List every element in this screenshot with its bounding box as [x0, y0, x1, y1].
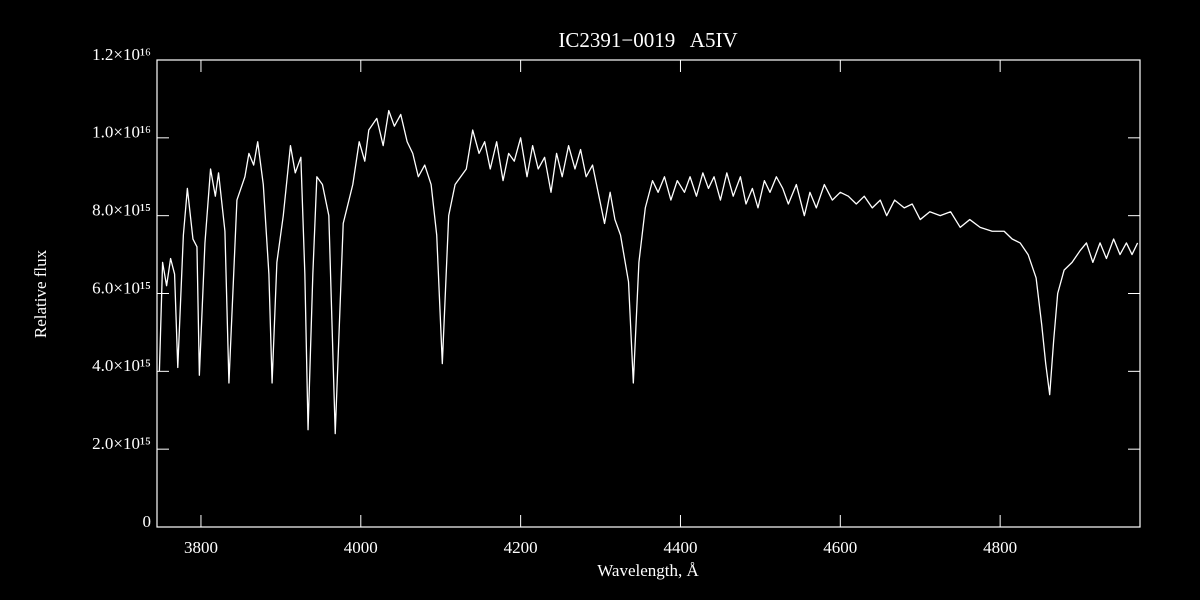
x-tick-label: 3800: [184, 538, 218, 557]
x-tick-label: 4200: [504, 538, 538, 557]
y-tick-label: 0: [143, 512, 152, 531]
y-tick-label: 1.0×10¹⁶: [92, 123, 151, 142]
x-tick-label: 4000: [344, 538, 378, 557]
chart-title: IC2391−0019 A5IV: [558, 28, 737, 52]
y-tick-label: 6.0×10¹⁵: [92, 278, 151, 297]
y-tick-label: 8.0×10¹⁵: [92, 201, 151, 220]
x-tick-label: 4600: [823, 538, 857, 557]
plot-frame: [156, 59, 1141, 528]
x-tick-label: 4400: [663, 538, 697, 557]
spectrum-line: [158, 109, 1139, 435]
y-tick-label: 4.0×10¹⁵: [92, 356, 151, 375]
y-tick-label: 2.0×10¹⁵: [92, 434, 151, 453]
y-tick-label: 1.2×10¹⁶: [92, 45, 151, 64]
x-axis-label: Wavelength, Å: [597, 561, 699, 580]
y-axis-label: Relative flux: [31, 249, 50, 338]
x-tick-label: 4800: [983, 538, 1017, 557]
